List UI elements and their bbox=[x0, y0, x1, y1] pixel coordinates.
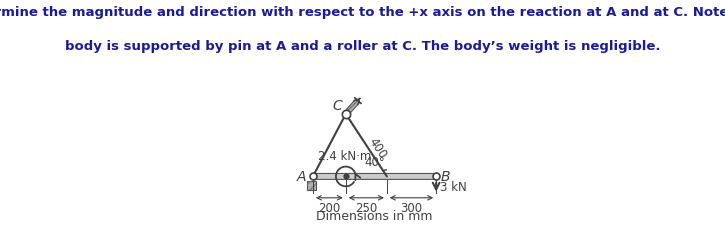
Polygon shape bbox=[344, 99, 360, 116]
Text: 200: 200 bbox=[318, 202, 341, 215]
FancyBboxPatch shape bbox=[307, 182, 315, 191]
Text: 400: 400 bbox=[366, 135, 389, 161]
Text: 3 kN: 3 kN bbox=[440, 180, 466, 193]
Text: body is supported by pin at A and a roller at C. The body’s weight is negligible: body is supported by pin at A and a roll… bbox=[65, 40, 660, 53]
Text: 40°: 40° bbox=[365, 155, 385, 169]
Text: 2.4 kN·m: 2.4 kN·m bbox=[318, 149, 372, 162]
Text: 1.   Determine the magnitude and direction with respect to the +x axis on the re: 1. Determine the magnitude and direction… bbox=[0, 6, 725, 19]
FancyBboxPatch shape bbox=[312, 174, 436, 180]
Text: C: C bbox=[332, 99, 341, 112]
Text: 300: 300 bbox=[400, 202, 423, 215]
Text: 250: 250 bbox=[355, 202, 378, 215]
Text: Dimensions in mm: Dimensions in mm bbox=[316, 209, 433, 222]
Text: B: B bbox=[440, 169, 450, 183]
Text: A: A bbox=[297, 169, 307, 183]
